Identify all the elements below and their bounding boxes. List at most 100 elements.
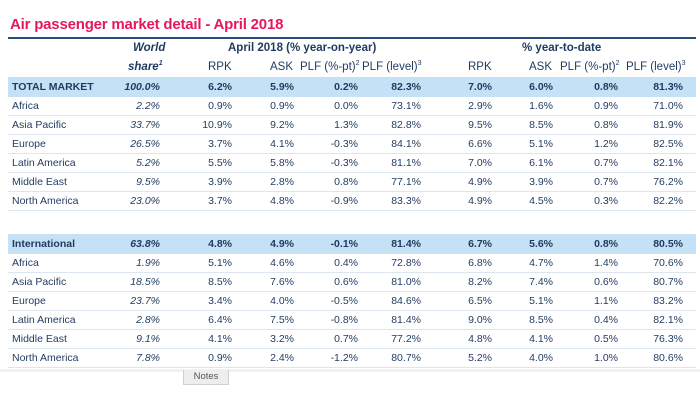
ytd-plf-level-cell: 76.2% [653,176,683,188]
ytd-plf-level-footnote: 3 [681,60,686,68]
share-cell: 7.8% [136,352,160,364]
ask-cell: 7.6% [270,276,294,288]
ytd-plf-pt-cell: 0.3% [594,195,618,207]
ytd-plf-pt-cell: 0.8% [594,119,618,131]
table-row: North America 23.0% 3.7% 4.8% -0.9% 83.3% 4.9%… [8,191,696,211]
ytd-plf-level-cell: 81.3% [653,81,683,93]
row-label: Latin America [12,314,76,326]
row-label: TOTAL MARKET [12,81,94,93]
ask-cell: 9.2% [270,119,294,131]
ytd-plf-pt-cell: 0.6% [594,276,618,288]
plf-pt-cell: -0.1% [330,238,358,250]
rpk-cell: 8.5% [208,276,232,288]
world-header: World [133,42,166,54]
ask-cell: 4.0% [270,295,294,307]
plf-level-cell: 73.1% [391,100,421,112]
plf-level-cell: 83.3% [391,195,421,207]
plf-level-cell: 77.2% [391,333,421,345]
ytd-ask-cell: 5.6% [529,238,553,250]
plf-level-cell: 81.4% [391,238,421,250]
yoy-group-header: April 2018 (% year-on-year) [228,42,377,54]
row-label: Europe [12,295,46,307]
table-row: Africa 2.2% 0.9% 0.9% 0.0% 73.1% 2.9% 1.6% 0.9% 7… [8,96,696,116]
plf-pt-cell: 1.3% [334,119,358,131]
share-cell: 5.2% [136,157,160,169]
ytd-ask-cell: 3.9% [529,176,553,188]
row-label: Asia Pacific [12,276,67,288]
rpk-cell: 3.9% [208,176,232,188]
ytd-ask-cell: 7.4% [529,276,553,288]
ytd-plf-pt-label: PLF (%-pt) [560,61,616,73]
plf-level-footnote: 3 [417,60,422,68]
row-label: Europe [12,138,46,150]
plf-level-cell: 81.4% [391,314,421,326]
plf-level-cell: 81.1% [391,157,421,169]
plf-level-header: PLF (level)3 [362,60,422,74]
ask-cell: 5.9% [270,81,294,93]
plf-pt-cell: -0.9% [330,195,358,207]
ytd-plf-level-cell: 83.2% [653,295,683,307]
ytd-ask-cell: 6.0% [529,81,553,93]
ytd-plf-level-cell: 82.5% [653,138,683,150]
plf-pt-label: PLF (%-pt) [300,61,356,73]
plf-pt-cell: -0.3% [330,138,358,150]
plf-pt-cell: -1.2% [330,352,358,364]
ytd-ask-cell: 6.1% [529,157,553,169]
ytd-plf-pt-cell: 1.1% [594,295,618,307]
rpk-cell: 3.7% [208,138,232,150]
plf-pt-cell: 0.2% [334,81,358,93]
row-label: Africa [12,257,39,269]
plf-level-cell: 84.6% [391,295,421,307]
rpk-cell: 3.7% [208,195,232,207]
ytd-rpk-cell: 9.0% [468,314,492,326]
ytd-plf-level-cell: 76.3% [653,333,683,345]
table-row: Africa 1.9% 5.1% 4.6% 0.4% 72.8% 6.8% 4.7% 1.4% 7… [8,253,696,273]
ytd-ask-cell: 4.5% [529,195,553,207]
rpk-cell: 0.9% [208,352,232,364]
bottom-area [0,372,700,400]
rpk-cell: 6.2% [208,81,232,93]
plf-level-cell: 80.7% [391,352,421,364]
row-label: Middle East [12,176,67,188]
ytd-plf-level-cell: 82.1% [653,314,683,326]
ask-cell: 0.9% [270,100,294,112]
ytd-rpk-cell: 4.8% [468,333,492,345]
ytd-rpk-cell: 6.5% [468,295,492,307]
ytd-plf-pt-header: PLF (%-pt)2 [560,60,620,74]
share-cell: 63.8% [130,238,160,250]
ytd-plf-pt-cell: 0.7% [594,157,618,169]
ytd-rpk-cell: 4.9% [468,176,492,188]
table-row: Latin America 5.2% 5.5% 5.8% -0.3% 81.1% 7.0% 6… [8,153,696,173]
share-cell: 2.2% [136,100,160,112]
row-label: North America [12,195,79,207]
row-label: Asia Pacific [12,119,67,131]
ytd-plf-pt-cell: 1.4% [594,257,618,269]
ytd-ask-cell: 5.1% [529,295,553,307]
ytd-ask-header: ASK [529,61,553,73]
table-row: Middle East 9.5% 3.9% 2.8% 0.8% 77.1% 4.9% 3.9%… [8,172,696,192]
ytd-rpk-cell: 7.0% [468,81,492,93]
plf-pt-cell: 0.4% [334,257,358,269]
table-row: Middle East 9.1% 4.1% 3.2% 0.7% 77.2% 4.8% 4.1%… [8,329,696,349]
ytd-rpk-cell: 5.2% [468,352,492,364]
plf-pt-cell: 0.6% [334,276,358,288]
rpk-cell: 6.4% [208,314,232,326]
table-row: Asia Pacific 18.5% 8.5% 7.6% 0.6% 81.0% 8.2% 7.… [8,272,696,292]
ask-cell: 4.1% [270,138,294,150]
rpk-cell: 0.9% [208,100,232,112]
ytd-plf-pt-cell: 0.9% [594,100,618,112]
share-footnote: 1 [158,60,163,68]
plf-level-cell: 72.8% [391,257,421,269]
ytd-plf-level-cell: 80.7% [653,276,683,288]
row-label: North America [12,352,79,364]
ytd-plf-level-label: PLF (level) [626,61,682,73]
plf-pt-cell: 0.8% [334,176,358,188]
notes-tab[interactable]: Notes [183,370,229,385]
plf-level-cell: 81.0% [391,276,421,288]
share-cell: 2.8% [136,314,160,326]
share-cell: 100.0% [124,81,160,93]
ytd-rpk-cell: 8.2% [468,276,492,288]
row-label: International [12,238,76,250]
share-cell: 1.9% [136,257,160,269]
plf-pt-cell: 0.7% [334,333,358,345]
